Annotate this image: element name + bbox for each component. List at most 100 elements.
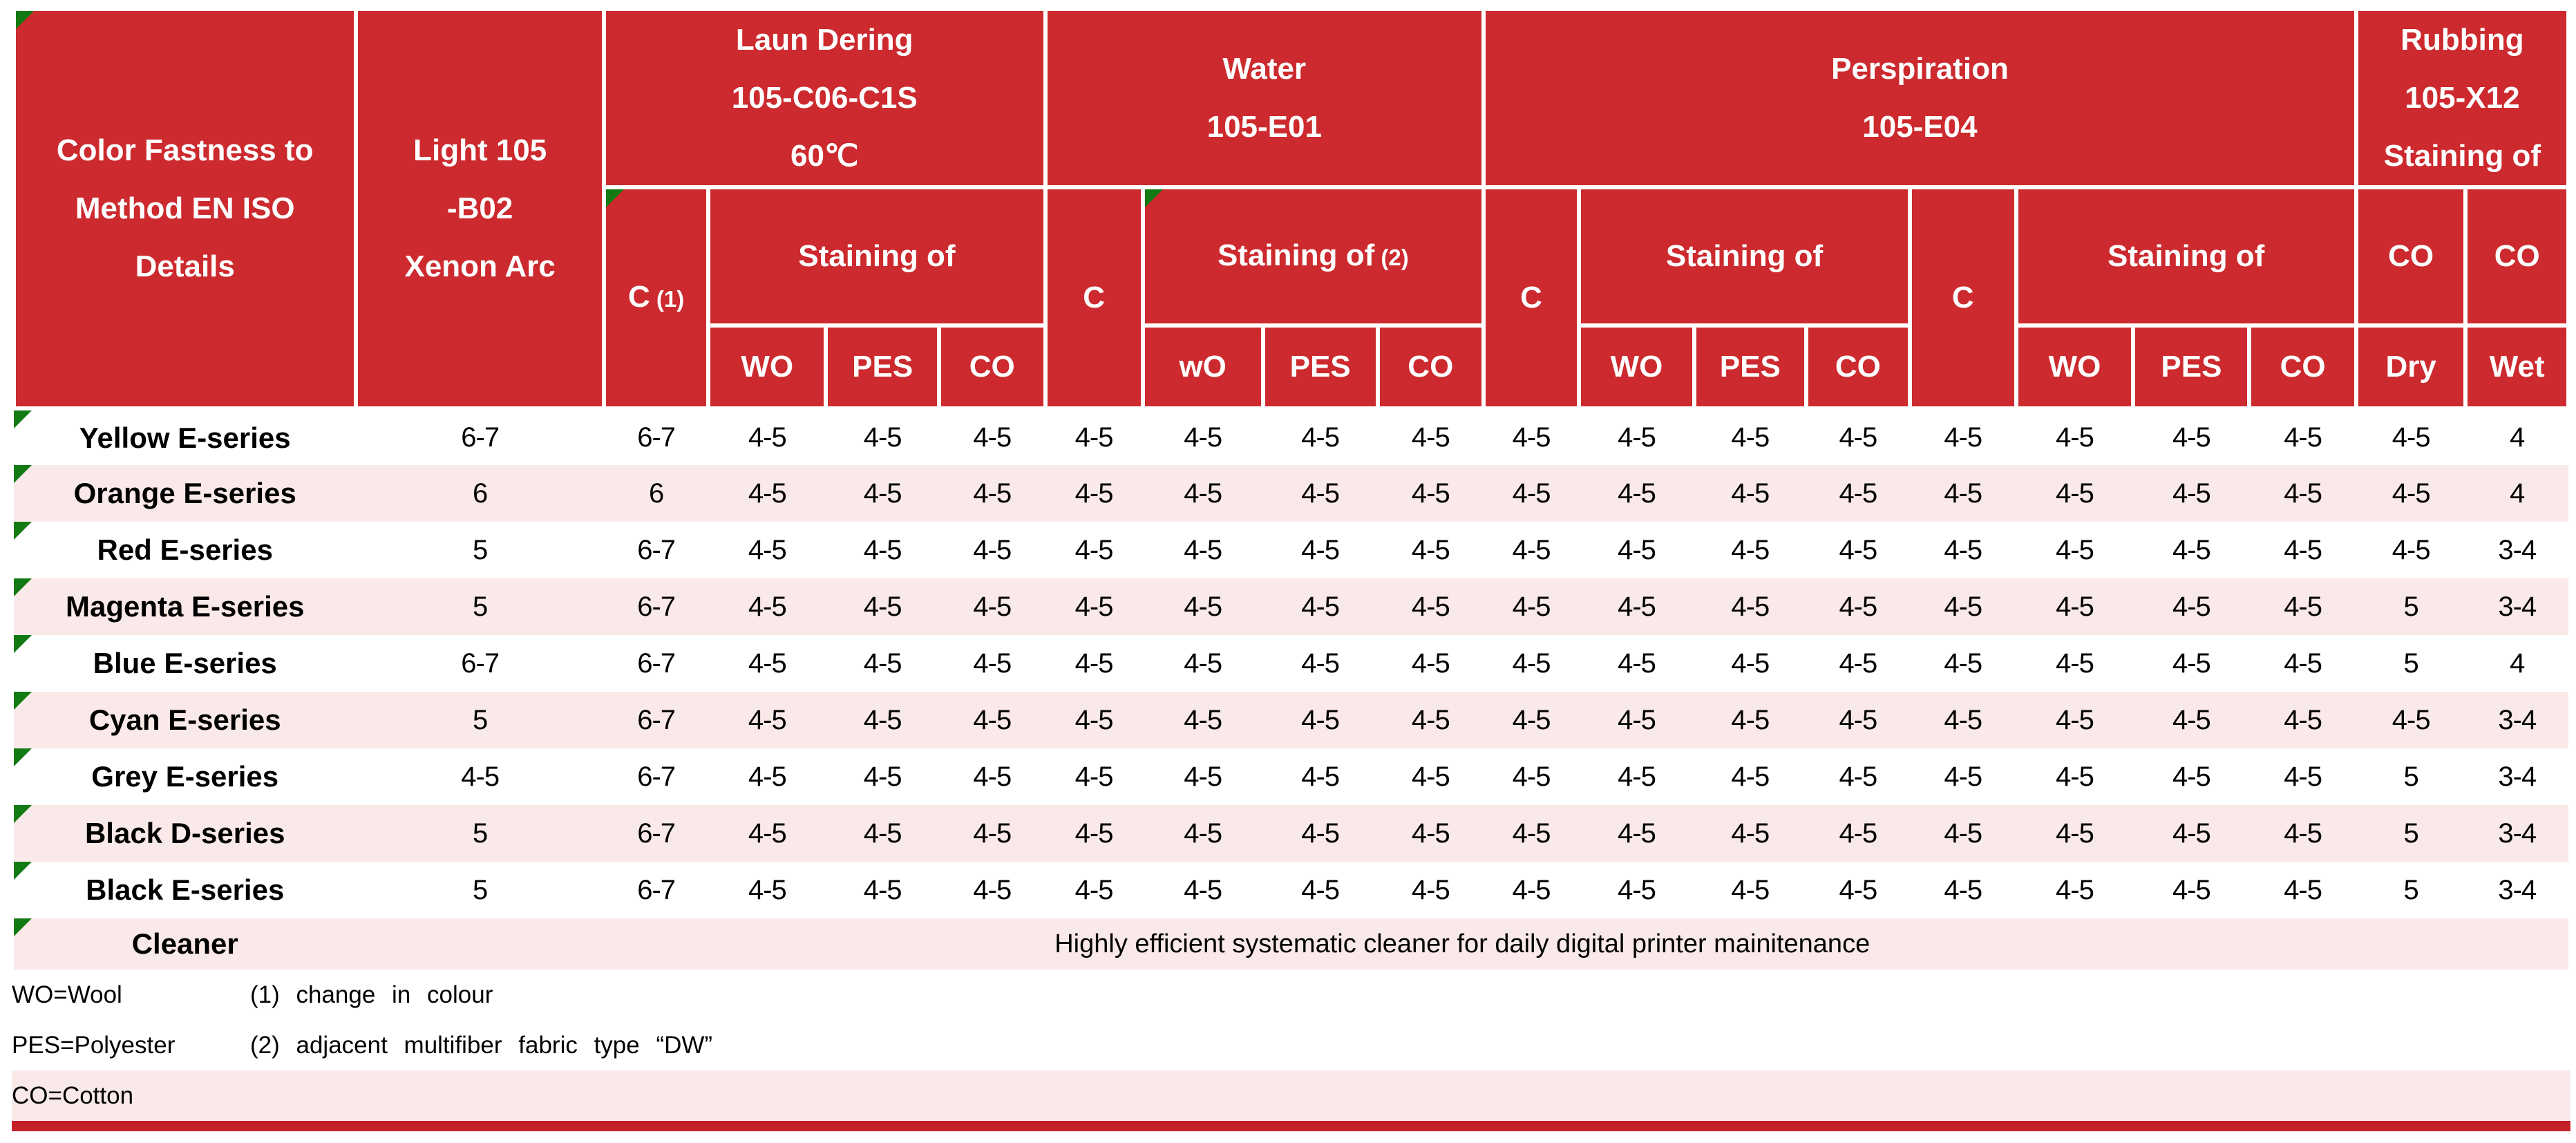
value-cell: 4-5 <box>1579 578 1694 635</box>
header-persp1-c: C <box>1481 185 1582 410</box>
value-cell: 4-5 <box>826 465 940 522</box>
value-cell: 4-5 <box>1579 465 1694 522</box>
value-cell: 4-5 <box>708 522 826 578</box>
value-cell: 4-5 <box>1910 635 2016 692</box>
value-cell: 4-5 <box>2249 805 2356 862</box>
value-cell: 4-5 <box>1142 805 1263 862</box>
value-cell: 4-5 <box>2133 805 2250 862</box>
bottom-red-bar <box>12 1121 2570 1131</box>
legend: WO=Wool (1) change in colour PES=Polyest… <box>12 970 2570 1070</box>
value-cell: 4-5 <box>1377 692 1484 748</box>
value-cell: 4-5 <box>2133 522 2250 578</box>
value-cell: 4-5 <box>1694 748 1806 805</box>
value-cell: 4-5 <box>1694 862 1806 918</box>
c-footnote-ref: (1) <box>650 285 685 312</box>
value-cell: 4-5 <box>708 408 826 465</box>
value-cell: 4-5 <box>1910 748 2016 805</box>
value-cell: 5 <box>356 805 604 862</box>
value-cell: 4-5 <box>1045 692 1143 748</box>
value-cell: 4-5 <box>2133 635 2250 692</box>
footnote-1: (1) change in colour <box>250 981 493 1008</box>
value-cell: 6-7 <box>603 862 709 918</box>
header-light: Light 105 -B02 Xenon Arc <box>354 7 606 410</box>
subheader-persp1-co: CO <box>1803 323 1913 410</box>
value-cell: 4-5 <box>1484 465 1580 522</box>
row-label: Blue E-series <box>14 635 357 692</box>
row-label: Black D-series <box>14 805 357 862</box>
value-cell: 4-5 <box>1142 578 1263 635</box>
value-cell: 4-5 <box>1262 635 1378 692</box>
table-row: Cyan E-series 5 6-7 4-5 4-5 4-5 4-5 4-5 4-5 4-5 4-… <box>14 692 2568 748</box>
value-cell: 4 <box>2465 635 2568 692</box>
subheader-rubbing-dry: Dry <box>2354 323 2468 410</box>
value-cell: 4-5 <box>1484 522 1580 578</box>
value-cell: 4-5 <box>939 805 1045 862</box>
value-cell: 4-5 <box>2249 748 2356 805</box>
value-cell: 3-4 <box>2465 692 2568 748</box>
table-row: Black E-series 5 6-7 4-5 4-5 4-5 4-5 4-5 4-5 4-5 4… <box>14 862 2568 918</box>
value-cell: 4-5 <box>2249 862 2356 918</box>
value-cell: 4-5 <box>708 578 826 635</box>
cleaner-label: Cleaner <box>14 918 357 970</box>
value-cell: 4-5 <box>2016 465 2134 522</box>
value-cell: 3-4 <box>2465 578 2568 635</box>
value-cell: 4-5 <box>1694 465 1806 522</box>
value-cell: 6 <box>356 465 604 522</box>
cleaner-row: Cleaner Highly efficient systematic clea… <box>14 918 2568 970</box>
value-cell: 6-7 <box>603 635 709 692</box>
legend-co: CO=Cotton <box>12 1081 134 1109</box>
header-persp1-staining: Staining of <box>1577 185 1913 328</box>
table-row: Red E-series 5 6-7 4-5 4-5 4-5 4-5 4-5 4-5 4-5 4-5… <box>14 522 2568 578</box>
value-cell: 4-5 <box>2016 635 2134 692</box>
cleaner-description: Highly efficient systematic cleaner for … <box>356 918 2568 970</box>
value-cell: 4-5 <box>708 748 826 805</box>
value-cell: 4-5 <box>1484 805 1580 862</box>
value-cell: 4-5 <box>2016 578 2134 635</box>
value-cell: 4-5 <box>1910 408 2016 465</box>
value-cell: 4-5 <box>2133 578 2250 635</box>
value-cell: 6-7 <box>603 692 709 748</box>
value-cell: 3-4 <box>2465 862 2568 918</box>
value-cell: 4-5 <box>1910 862 2016 918</box>
value-cell: 4-5 <box>1579 805 1694 862</box>
value-cell: 6-7 <box>356 408 604 465</box>
value-cell: 4-5 <box>1484 692 1580 748</box>
value-cell: 4-5 <box>1377 805 1484 862</box>
row-label: Yellow E-series <box>14 408 357 465</box>
c-label: C <box>627 279 650 314</box>
value-cell: 4-5 <box>1694 408 1806 465</box>
value-cell: 4-5 <box>2249 522 2356 578</box>
value-cell: 4-5 <box>1484 635 1580 692</box>
value-cell: 6 <box>603 465 709 522</box>
value-cell: 4 <box>2465 465 2568 522</box>
value-cell: 4-5 <box>708 862 826 918</box>
value-cell: 4-5 <box>2356 465 2466 522</box>
value-cell: 4-5 <box>1377 635 1484 692</box>
value-cell: 4-5 <box>939 522 1045 578</box>
legend-row-polyester: PES=Polyester (2) adjacent multifiber fa… <box>12 1020 2570 1070</box>
value-cell: 4-5 <box>1377 465 1484 522</box>
value-cell: 4-5 <box>2133 862 2250 918</box>
value-cell: 4-5 <box>1694 635 1806 692</box>
legend-wo: WO=Wool <box>12 981 122 1008</box>
header-group-perspiration: Perspiration 105-E04 <box>1481 7 2358 189</box>
subheader-rubbing-wet: Wet <box>2463 323 2570 410</box>
value-cell: 4-5 <box>1579 692 1694 748</box>
value-cell: 4-5 <box>1142 408 1263 465</box>
value-cell: 6-7 <box>603 805 709 862</box>
value-cell: 4-5 <box>708 635 826 692</box>
value-cell: 4-5 <box>2133 465 2250 522</box>
value-cell: 4-5 <box>1142 465 1263 522</box>
value-cell: 3-4 <box>2465 748 2568 805</box>
value-cell: 4 <box>2465 408 2568 465</box>
value-cell: 4-5 <box>1806 522 1911 578</box>
value-cell: 4-5 <box>1142 748 1263 805</box>
subheader-laundering-co: CO <box>937 323 1048 410</box>
value-cell: 4-5 <box>2016 862 2134 918</box>
value-cell: 6-7 <box>603 522 709 578</box>
subheader-laundering-wo: WO <box>706 323 828 410</box>
subheader-water-pes: PES <box>1260 323 1380 410</box>
table-row: Yellow E-series 6-7 6-7 4-5 4-5 4-5 4-5 4-5 4-5 4… <box>14 408 2568 465</box>
value-cell: 4-5 <box>1142 522 1263 578</box>
